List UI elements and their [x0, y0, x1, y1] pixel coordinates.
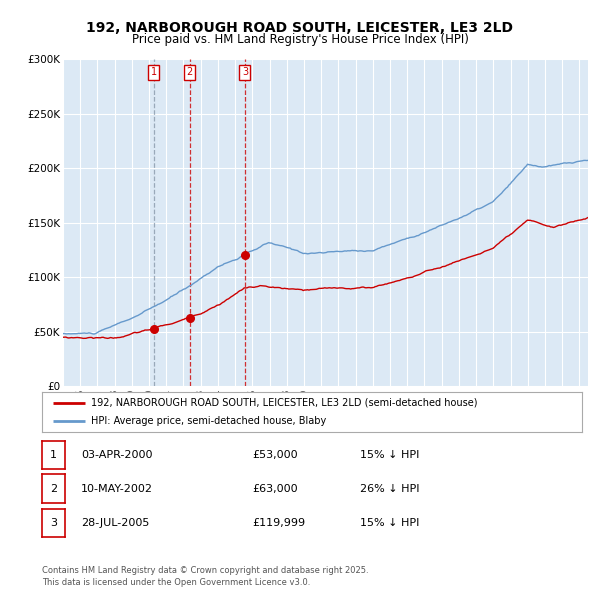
Text: £119,999: £119,999	[252, 518, 305, 527]
Text: 28-JUL-2005: 28-JUL-2005	[81, 518, 149, 527]
Text: 26% ↓ HPI: 26% ↓ HPI	[360, 484, 419, 493]
Text: 1: 1	[50, 450, 57, 460]
Text: £53,000: £53,000	[252, 450, 298, 460]
Text: 03-APR-2000: 03-APR-2000	[81, 450, 152, 460]
Text: 3: 3	[242, 67, 248, 77]
Text: 15% ↓ HPI: 15% ↓ HPI	[360, 518, 419, 527]
Text: 10-MAY-2002: 10-MAY-2002	[81, 484, 153, 493]
Text: HPI: Average price, semi-detached house, Blaby: HPI: Average price, semi-detached house,…	[91, 416, 326, 426]
Text: 15% ↓ HPI: 15% ↓ HPI	[360, 450, 419, 460]
Text: 2: 2	[187, 67, 193, 77]
Text: 192, NARBOROUGH ROAD SOUTH, LEICESTER, LE3 2LD (semi-detached house): 192, NARBOROUGH ROAD SOUTH, LEICESTER, L…	[91, 398, 477, 408]
Text: Price paid vs. HM Land Registry's House Price Index (HPI): Price paid vs. HM Land Registry's House …	[131, 33, 469, 46]
Text: £63,000: £63,000	[252, 484, 298, 493]
Text: 2: 2	[50, 484, 57, 493]
Text: 192, NARBOROUGH ROAD SOUTH, LEICESTER, LE3 2LD: 192, NARBOROUGH ROAD SOUTH, LEICESTER, L…	[86, 21, 514, 35]
Text: 1: 1	[151, 67, 157, 77]
Text: 3: 3	[50, 518, 57, 527]
Text: Contains HM Land Registry data © Crown copyright and database right 2025.
This d: Contains HM Land Registry data © Crown c…	[42, 566, 368, 587]
